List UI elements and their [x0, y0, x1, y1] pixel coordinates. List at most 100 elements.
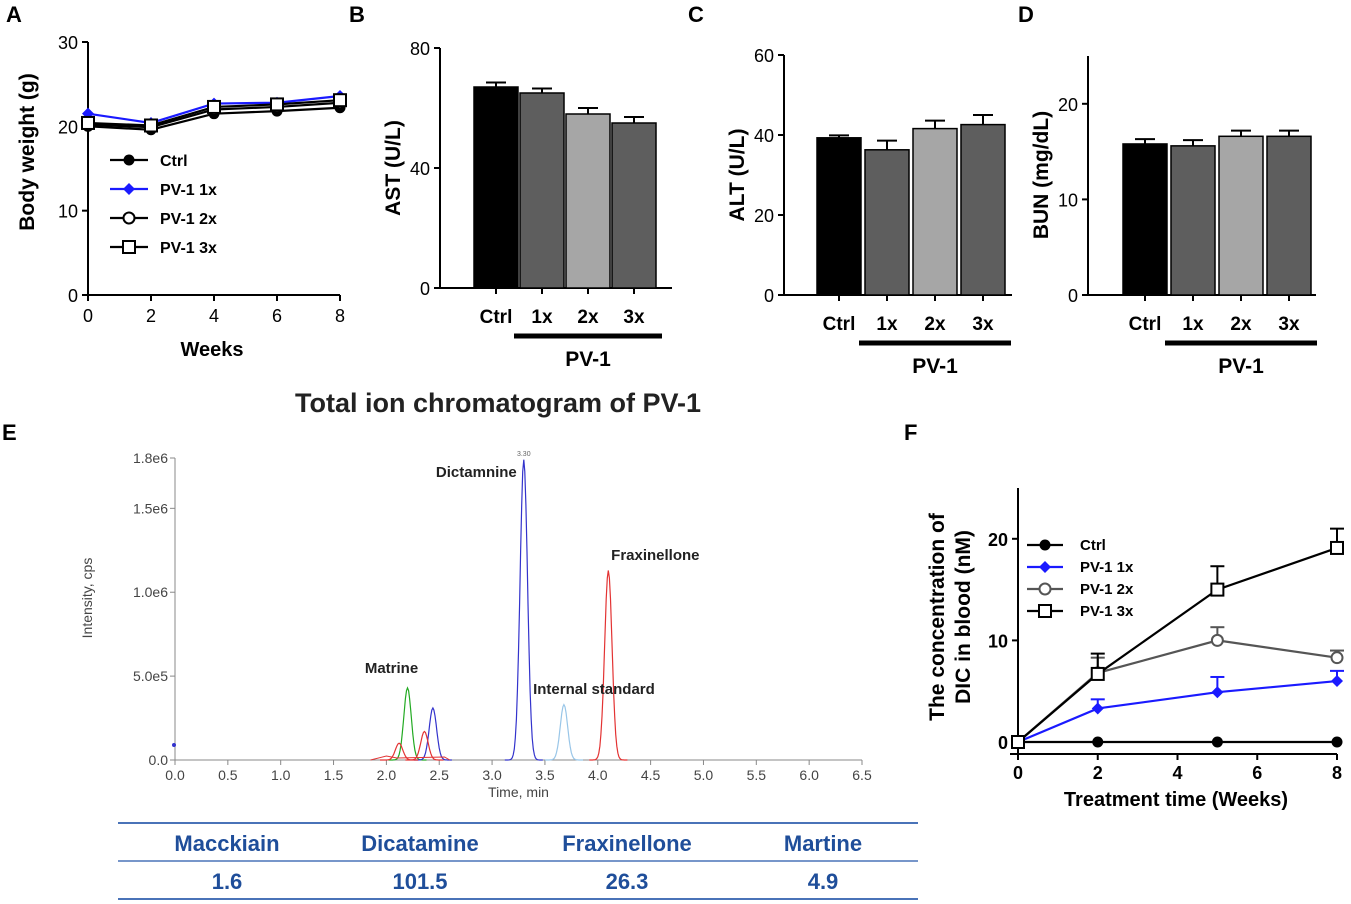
y-tick-label: 20 [988, 530, 1008, 550]
data-point [207, 99, 221, 114]
y-tick-label: 20 [754, 206, 774, 226]
legend-label: PV-1 3x [1080, 603, 1134, 620]
y-axis-title: BUN (mg/dL) [1030, 111, 1053, 239]
x-tick-label: 5.5 [747, 767, 767, 783]
data-point [1210, 633, 1224, 647]
x-tick-label: 1x [1182, 314, 1204, 335]
legend-label: PV-1 2x [160, 211, 217, 228]
y-tick-label: 40 [410, 159, 430, 179]
data-point [81, 115, 95, 130]
legend-marker [123, 154, 135, 166]
panel-label-f: F [904, 420, 917, 445]
x-tick-label: 8 [335, 306, 345, 326]
table-header-cell: Macckiain [174, 831, 279, 856]
y-tick-label: 20 [58, 117, 78, 137]
table-value-cell: 1.6 [212, 869, 243, 894]
data-point [1211, 686, 1224, 699]
panel-e-chromatogram: Total ion chromatogram of PV-1 0.0 5.0e5 1.… [79, 388, 918, 900]
panel-label-d: D [1018, 2, 1034, 27]
x-tick-label: 4.0 [588, 767, 608, 783]
x-tick-label: 1x [531, 307, 553, 328]
x-tick-label: 1.0 [271, 767, 291, 783]
x-tick-label: 2 [146, 306, 156, 326]
chromatogram-peak [589, 570, 628, 761]
bar [611, 122, 657, 289]
y-axis-title: ALT (U/L) [726, 129, 749, 222]
data-point [333, 93, 347, 108]
data-point [1330, 540, 1344, 555]
x-axis-title: Time, min [488, 784, 549, 800]
data-point [1090, 666, 1105, 681]
y-tick-label: 10 [58, 202, 78, 222]
y-tick-label: 0 [420, 279, 430, 299]
x-tick-label: Ctrl [823, 314, 856, 335]
bar [1122, 143, 1168, 296]
x-tick-label: Ctrl [1129, 314, 1162, 335]
y-axis-title-line-1: The concentration of [926, 512, 949, 721]
y-axis-title-line-2: DIC in blood (nM) [952, 530, 975, 704]
x-tick-label: 6.0 [799, 767, 819, 783]
y-tick-label: 0 [1068, 286, 1078, 306]
data-point [144, 118, 158, 133]
panel-label-e: E [2, 420, 17, 445]
y-tick-label: 1.0e6 [133, 584, 168, 600]
top-peak-label: 3.30 [517, 451, 531, 458]
x-tick-label: 0.5 [218, 767, 238, 783]
data-point [1331, 675, 1343, 688]
x-tick-label: 0 [1013, 763, 1023, 783]
x-tick-label: 2.0 [377, 767, 397, 783]
panel-c-alt: 0 20 40 60 Ctrl 1x 2x 3x PV-1 ALT (U/L) [726, 46, 1012, 378]
chromatogram-peak [388, 686, 427, 761]
table-value-cell: 26.3 [606, 869, 649, 894]
chromatogram-peak [380, 742, 419, 761]
data-point [1210, 582, 1225, 597]
x-tick-label: 3x [623, 307, 645, 328]
y-tick-label: 30 [58, 33, 78, 53]
x-tick-label: Ctrl [480, 307, 513, 328]
x-tick-label: 1x [876, 314, 898, 335]
panel-b-ast: 0 40 80 Ctrl 1x 2x 3x PV-1 AST (U/L) [382, 39, 672, 371]
bar [960, 123, 1006, 296]
y-tick-label: 1.8e6 [133, 450, 168, 466]
table-value-cell: 101.5 [392, 869, 447, 894]
x-tick-label: 4 [1172, 763, 1182, 783]
group-label: PV-1 [912, 355, 958, 378]
series-line [1017, 546, 1338, 743]
data-point [1331, 736, 1343, 748]
x-tick-label: 6 [272, 306, 282, 326]
legend-marker [122, 211, 136, 225]
panel-f-dic-concentration: 0 10 20 0 2 4 6 8 Treatment time (Weeks) The conc… [926, 488, 1344, 811]
bar [1266, 135, 1312, 296]
panel-label-c: C [688, 2, 704, 27]
legend-label: Ctrl [1080, 537, 1106, 554]
y-tick-label: 0 [764, 286, 774, 306]
x-tick-label: 2x [1230, 314, 1252, 335]
legend-marker [122, 240, 136, 254]
y-axis-title: Body weight (g) [16, 73, 39, 230]
series-line [1017, 679, 1338, 744]
y-tick-label: 0 [998, 733, 1008, 753]
data-point [1211, 736, 1223, 748]
x-tick-label: 4 [209, 306, 219, 326]
peak-label: Internal standard [533, 681, 655, 698]
x-tick-label: 1.5 [324, 767, 344, 783]
panel-d-bun: 0 10 20 Ctrl 1x 2x 3x PV-1 BUN (mg/dL) [1030, 56, 1317, 378]
bar [519, 92, 565, 289]
panel-a-body-weight: 0 10 20 30 0 2 4 6 8 Weeks Body weight (g) Ctrl PV-1… [16, 33, 347, 361]
x-tick-label: 2x [924, 314, 946, 335]
chromatogram-peak [413, 706, 452, 761]
x-tick-label: 4.5 [641, 767, 661, 783]
y-tick-label: 40 [754, 126, 774, 146]
x-tick-label: 6.5 [852, 767, 872, 783]
data-point [1011, 735, 1025, 749]
x-tick-label: 0.0 [165, 767, 185, 783]
x-tick-label: 3.5 [535, 767, 555, 783]
bar [1218, 135, 1264, 296]
y-tick-label: 0 [68, 286, 78, 306]
data-point [1330, 651, 1344, 665]
y-tick-label: 10 [988, 631, 1008, 651]
y-tick-label: 0.0 [149, 752, 169, 768]
x-tick-label: 6 [1252, 763, 1262, 783]
series-line [1017, 639, 1338, 743]
